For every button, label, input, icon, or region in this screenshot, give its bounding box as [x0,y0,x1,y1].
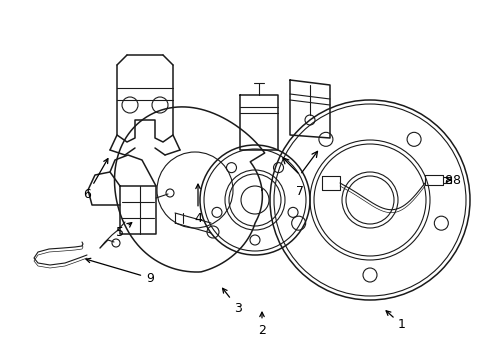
Text: 8: 8 [451,174,459,186]
Text: 3: 3 [222,288,242,315]
Text: 2: 2 [258,312,265,337]
Text: 6: 6 [83,159,108,202]
Text: 8: 8 [443,174,451,186]
Text: 5: 5 [116,222,131,238]
Text: 4: 4 [194,184,202,225]
Text: 9: 9 [86,258,154,284]
Text: 7: 7 [295,185,304,198]
Text: 1: 1 [386,311,405,332]
